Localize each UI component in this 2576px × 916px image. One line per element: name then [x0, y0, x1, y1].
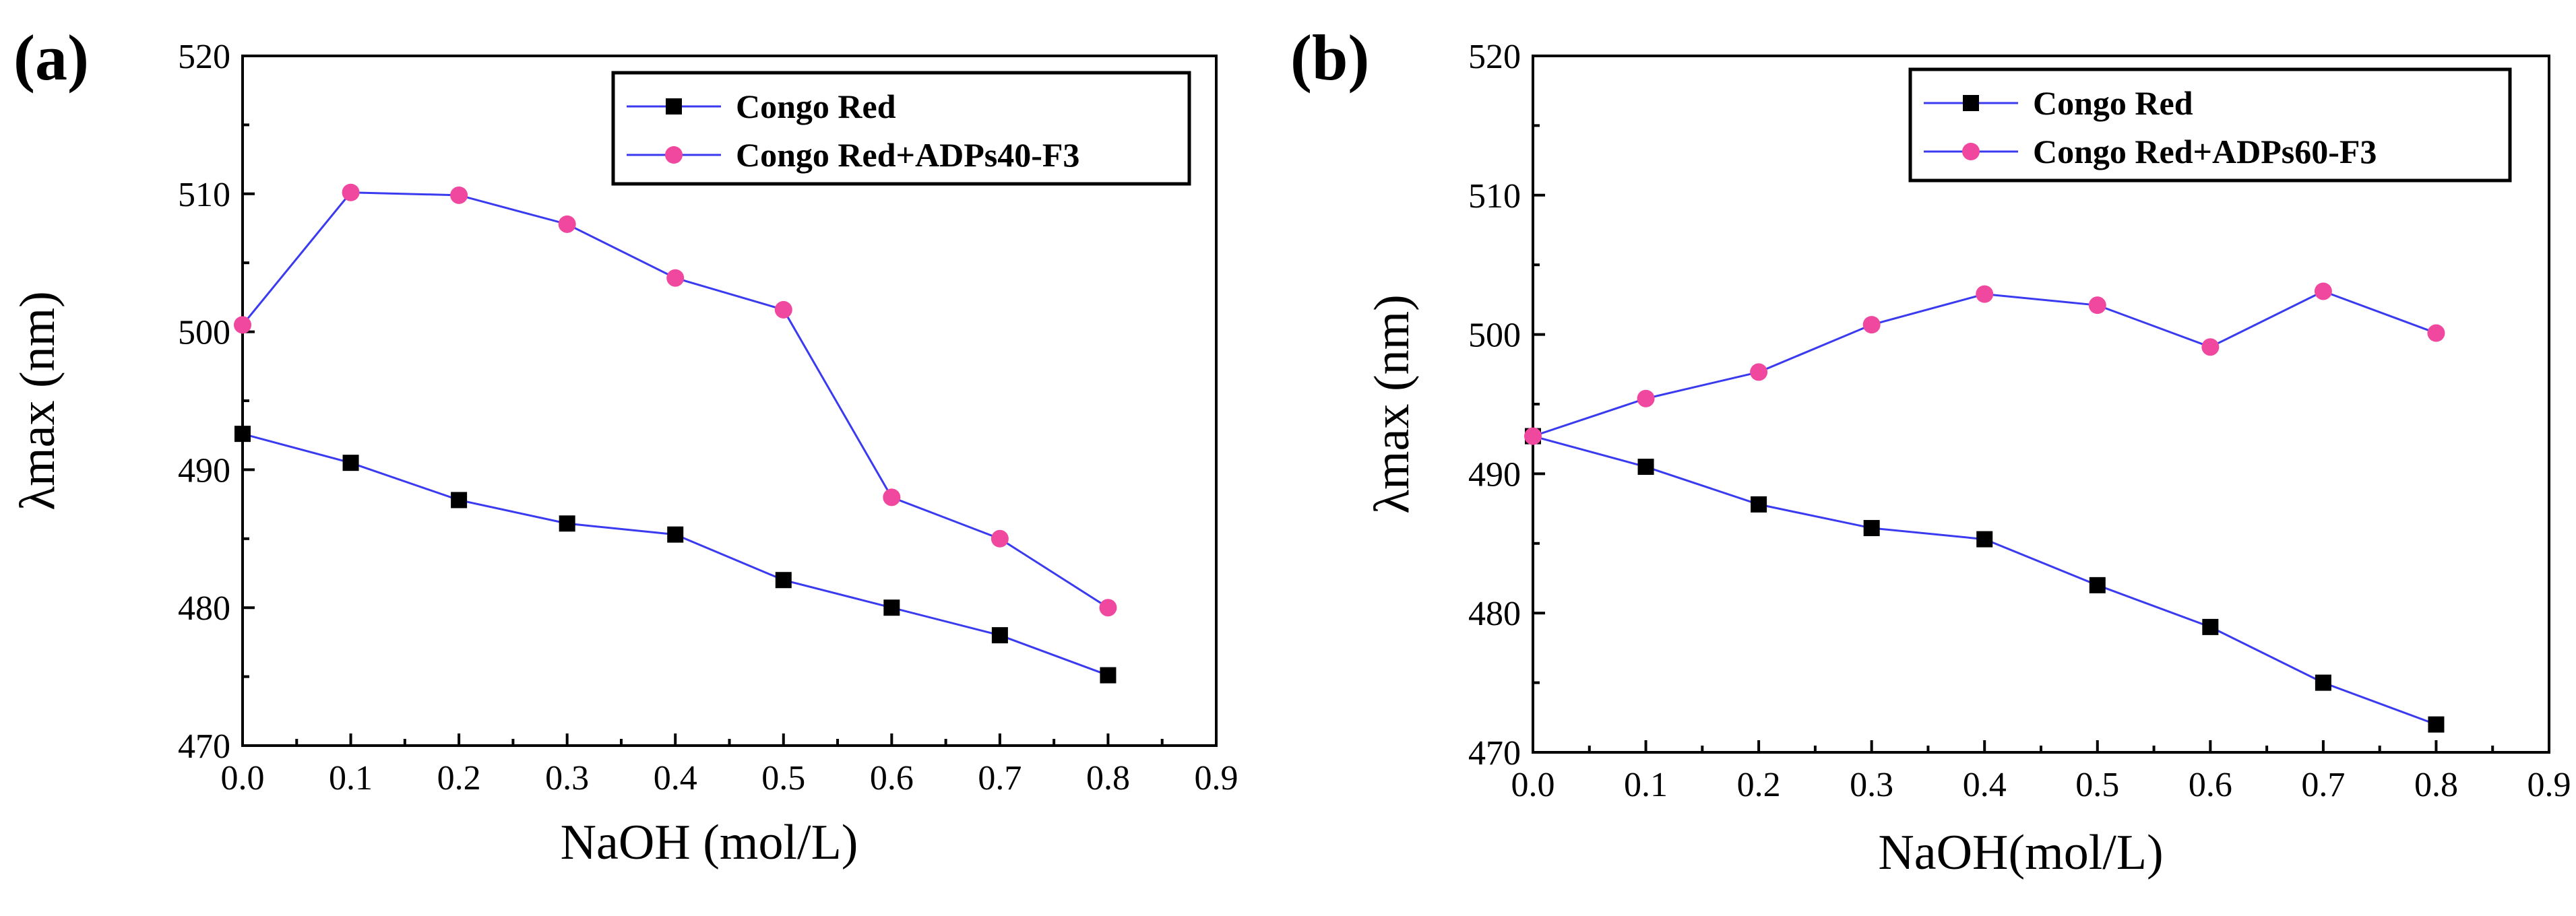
x-tick-label: 0.6: [870, 759, 914, 797]
chart-panel-1: (a) 0.0 0.1 0.2 0.3 0.4 0.5 0.6 0.7 0.8 0.9 470 480 4…: [10, 22, 1238, 870]
data-point-square: [559, 515, 575, 532]
y-tick-label: 470: [178, 727, 230, 766]
data-point-square: [775, 572, 792, 589]
y-tick-label: 500: [178, 314, 230, 352]
legend-marker-square: [1963, 95, 1979, 111]
chart-panel-2: (b) 0.0 0.1 0.2 0.3 0.4 0.5 0.6 0.7 0.8 0.9 470 480 4…: [1290, 22, 2571, 880]
y-tick-label: 510: [1468, 177, 1521, 216]
data-point-circle: [883, 488, 901, 506]
data-point-square: [451, 492, 468, 509]
data-point-circle: [774, 300, 792, 319]
legend-box: [1908, 67, 2512, 183]
legend: Congo Red Congo Red+ADPs60-F3: [1908, 67, 2512, 183]
series-line: [1532, 290, 2437, 437]
data-point-circle: [2314, 282, 2332, 300]
series-line: [1532, 435, 2437, 726]
data-point-square: [883, 599, 900, 616]
data-point-square: [1100, 667, 1117, 684]
y-tick-label: 500: [1468, 317, 1521, 355]
data-point-square: [342, 455, 359, 471]
data-point-circle: [991, 529, 1009, 548]
x-tick-label: 0.1: [1624, 766, 1668, 804]
data-point-square: [2202, 618, 2219, 635]
x-axis-title: NaOH(mol/L): [1878, 825, 2163, 880]
legend-marker-square: [666, 98, 682, 115]
x-tick-label: 0.5: [2075, 766, 2119, 804]
x-tick-label: 0.1: [329, 759, 373, 797]
y-tick-label: 480: [1468, 595, 1521, 633]
x-axis-title: NaOH (mol/L): [561, 815, 858, 870]
data-point-square: [1976, 531, 1993, 548]
series-2: [1524, 282, 2445, 445]
x-tick-label: 0.7: [2301, 766, 2345, 804]
legend-label: Congo Red: [736, 88, 896, 125]
data-point-square: [2315, 674, 2331, 691]
x-tick-label: 0.8: [2414, 766, 2458, 804]
x-tick-label: 0.3: [545, 759, 589, 797]
panel-label: (b): [1290, 22, 1369, 94]
series-line: [241, 191, 1109, 609]
x-tick-label: 0.2: [1737, 766, 1781, 804]
y-tick-label: 480: [178, 589, 230, 628]
legend: Congo Red Congo Red+ADPs40-F3: [611, 71, 1191, 186]
data-point-circle: [2427, 324, 2445, 342]
y-tick-label: 520: [1468, 38, 1521, 76]
x-tick-label: 0.6: [2189, 766, 2232, 804]
x-tick-label: 0.4: [1963, 766, 2007, 804]
legend-box: [611, 71, 1191, 186]
x-tick-label: 0.7: [978, 759, 1022, 797]
series-2: [234, 183, 1117, 617]
data-point-circle: [1637, 389, 1655, 407]
data-point-circle: [450, 186, 468, 204]
legend-marker-circle: [665, 146, 683, 164]
y-tick-label: 510: [178, 176, 230, 214]
data-point-circle: [1976, 285, 1994, 303]
data-point-circle: [2088, 296, 2106, 315]
y-axis-title: λmax (nm): [10, 291, 65, 511]
data-point-circle: [558, 215, 576, 233]
x-tick-label: 0.2: [437, 759, 481, 797]
data-point-square: [1637, 459, 1654, 476]
x-tick-label: 0.4: [654, 759, 697, 797]
legend-label: Congo Red+ADPs60-F3: [2033, 133, 2377, 170]
y-axis-title: λmax (nm): [1364, 294, 1420, 514]
data-point-square: [1863, 520, 1880, 537]
data-point-circle: [2201, 338, 2220, 356]
y-tick-label: 470: [1468, 734, 1521, 773]
x-tick-label: 0.9: [1195, 759, 1238, 797]
x-tick-label: 0.3: [1850, 766, 1893, 804]
data-point-square: [2428, 716, 2445, 733]
data-point-square: [991, 627, 1008, 644]
data-point-circle: [1750, 363, 1768, 381]
x-tick-label: 0.0: [221, 759, 265, 797]
panel-label: (a): [13, 22, 89, 94]
data-point-square: [1751, 496, 1767, 513]
data-point-circle: [234, 316, 251, 334]
series-1: [1525, 428, 2445, 733]
data-point-circle: [342, 183, 360, 201]
x-tick-label: 0.9: [2527, 766, 2571, 804]
y-tick-label: 490: [178, 451, 230, 490]
data-point-circle: [666, 269, 685, 287]
data-point-circle: [1524, 427, 1542, 445]
data-point-circle: [1099, 599, 1117, 617]
legend-label: Congo Red+ADPs40-F3: [736, 136, 1079, 174]
legend-marker-circle: [1962, 143, 1980, 160]
series-1: [234, 426, 1117, 684]
y-tick-label: 520: [178, 38, 230, 76]
y-tick-label: 490: [1468, 455, 1521, 494]
legend-label: Congo Red: [2033, 84, 2193, 122]
data-point-square: [667, 526, 684, 543]
x-tick-label: 0.8: [1086, 759, 1130, 797]
data-point-square: [234, 426, 251, 443]
data-point-circle: [1862, 316, 1881, 334]
x-tick-label: 0.5: [761, 759, 805, 797]
series-line: [242, 432, 1108, 676]
data-point-square: [2089, 577, 2106, 593]
x-tick-label: 0.0: [1511, 766, 1555, 804]
